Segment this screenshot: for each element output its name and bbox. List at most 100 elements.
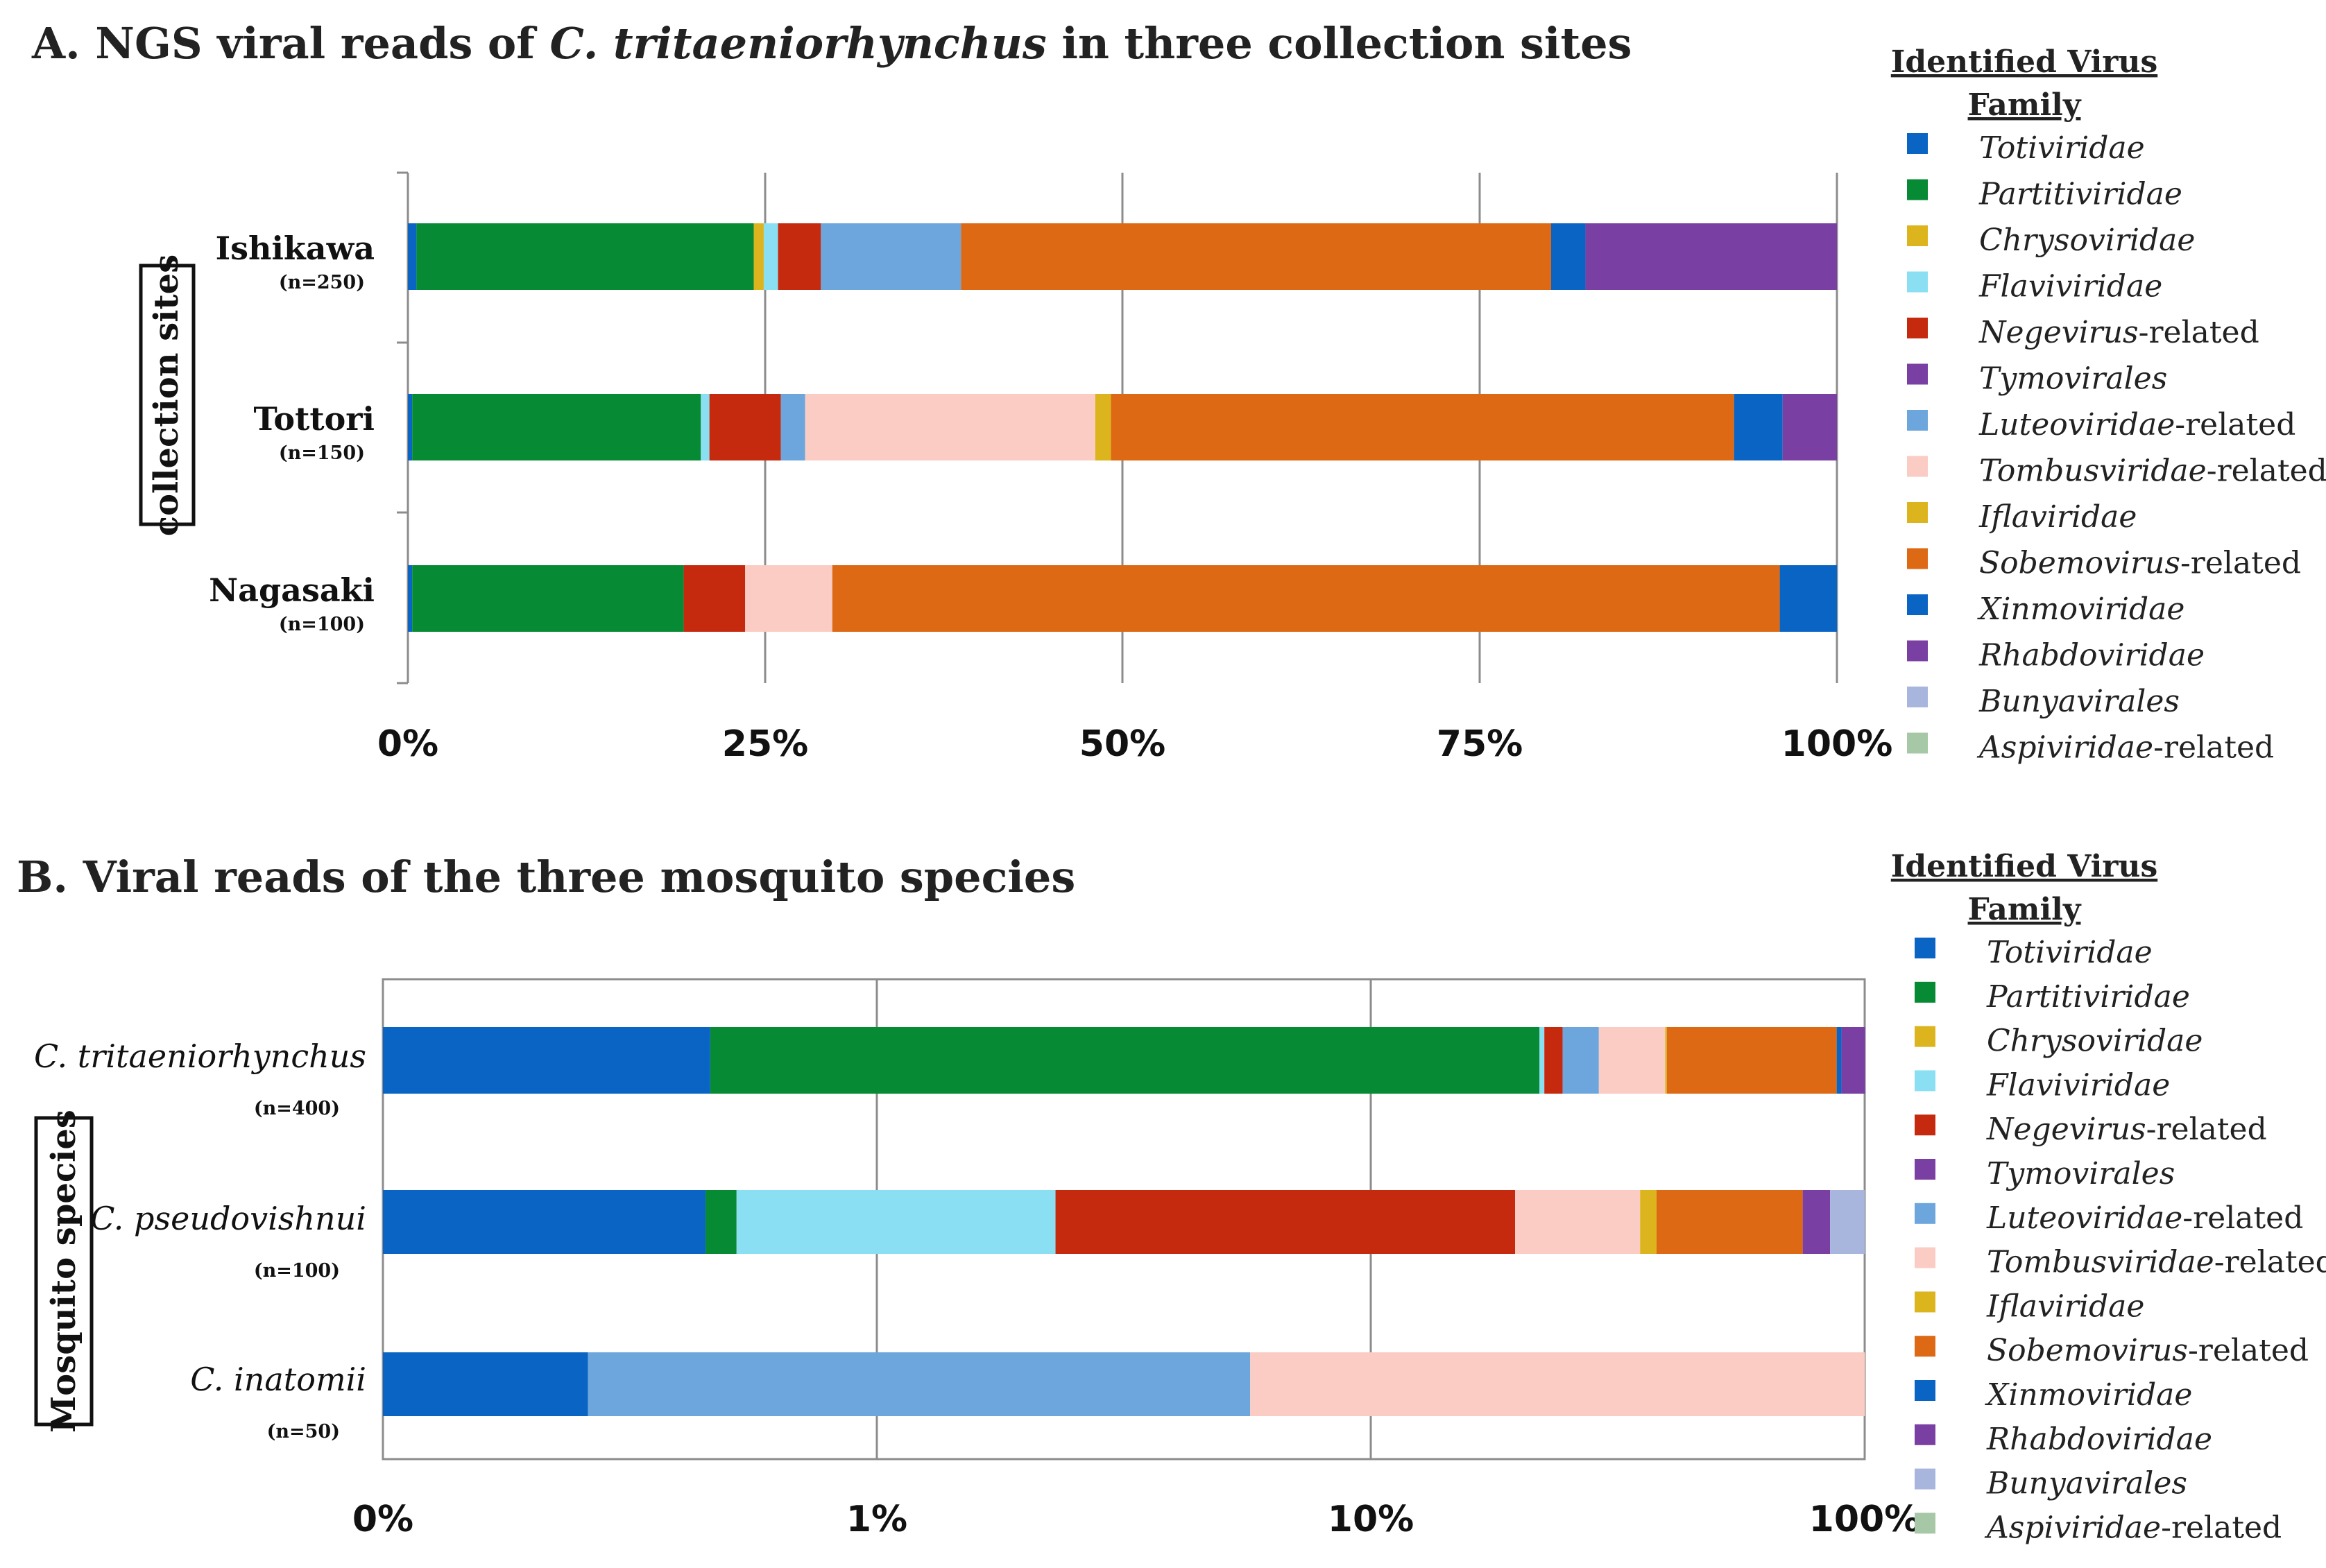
legend-item-name: Aspiviridae	[1984, 1510, 2161, 1545]
panel-a-bar-segment	[805, 394, 1095, 460]
legend-swatch	[1915, 1513, 1935, 1534]
legend-item-name: Iflaviridae	[1978, 499, 2137, 535]
legend-item-name: Chrysoviridae	[1987, 1024, 2203, 1059]
legend-swatch	[1915, 1026, 1935, 1047]
legend-item-name: Tymovirales	[1979, 361, 2167, 397]
legend-item: Tymovirales	[1987, 1156, 2175, 1191]
panel-a-bar-segment	[763, 223, 778, 290]
panel-b-bar-segment	[588, 1352, 1251, 1416]
legend-item: Bunyavirales	[1978, 684, 2180, 719]
legend-item-name: Iflaviridae	[1986, 1289, 2144, 1324]
legend-item: Bunyavirales	[1986, 1466, 2187, 1501]
legend-item-name: Flaviviridae	[1986, 1067, 2170, 1103]
panel-a-bar-segment	[709, 394, 781, 460]
panel-a-bar-segment	[745, 565, 832, 632]
panel-a-xtick-label: 75%	[1437, 723, 1523, 765]
panel-a-plot: 0% 25% 50% 75% 100% Ishikawa (n=250) Tottori (n=…	[209, 171, 1892, 765]
panel-b-bar-segment	[1539, 1027, 1545, 1094]
panel-a-yaxis-title: collection sites	[139, 255, 196, 536]
legend-item-suffix: -related	[2146, 1112, 2267, 1147]
panel-b-bar-segment	[1656, 1190, 1803, 1254]
svg-text:Mosquito species: Mosquito species	[44, 1110, 83, 1433]
panel-a-bar-segment	[832, 565, 1780, 632]
panel-a-bar-segment	[961, 223, 1551, 290]
legend-item: Tombusviridae-related	[1987, 1245, 2326, 1280]
panel-a-xtick-label: 25%	[722, 723, 808, 765]
panel-a-bar-segment	[753, 223, 764, 290]
legend-item: Partitiviridae	[1986, 979, 2190, 1015]
legend-item: Totiviridae	[1987, 935, 2153, 970]
legend-swatch	[1907, 640, 1928, 662]
panel-b-bar-segment	[1836, 1027, 1842, 1094]
legend-item: Sobemovirus-related	[1987, 1333, 2309, 1368]
legend-item: Iflaviridae	[1978, 499, 2137, 535]
panel-b-category-label: C. inatomii	[190, 1361, 366, 1398]
panel-b-bar-segment	[1250, 1352, 1865, 1416]
legend-swatch	[1907, 594, 1928, 615]
panel-b-bar-segment	[1598, 1027, 1666, 1094]
legend-title: Identified Virus	[1891, 849, 2157, 884]
legend-item-suffix: -related	[2188, 1333, 2309, 1368]
panel-a-bar-segment	[1095, 394, 1111, 460]
legend-title-line2: Family	[1968, 892, 2082, 927]
panel-a-bar-segment	[1551, 223, 1586, 290]
legend-item: Rhabdoviridae	[1986, 1422, 2212, 1457]
legend-item-name: Totiviridae	[1987, 935, 2153, 970]
panel-b-bar-segment	[1640, 1190, 1657, 1254]
legend-swatch	[1907, 548, 1928, 569]
panel-b-category-n: (n=100)	[254, 1260, 340, 1282]
legend-swatch	[1907, 133, 1928, 154]
legend-item: Negevirus-related	[1986, 1112, 2267, 1147]
legend-swatch	[1907, 179, 1928, 200]
panel-b-xtick-label: 0%	[352, 1499, 413, 1540]
legend-item: Negevirus-related	[1978, 315, 2259, 350]
legend-item: Aspiviridae-related	[1976, 730, 2274, 766]
panel-a-bar-segment	[408, 223, 417, 290]
panel-b-category-label: C. tritaeniorhynchus	[34, 1037, 366, 1075]
panel-b-bar-segment	[1830, 1190, 1865, 1254]
panel-a-bar-segment	[408, 565, 413, 632]
legend-item-suffix: -related	[2180, 546, 2301, 581]
legend-swatch	[1915, 1424, 1935, 1445]
legend-item-name: Aspiviridae	[1976, 730, 2153, 766]
panel-a-bar-segment	[1111, 394, 1734, 460]
panel-a-category-n: (n=100)	[279, 614, 365, 635]
legend-item: Chrysoviridae	[1987, 1024, 2203, 1059]
legend-swatch	[1907, 732, 1928, 754]
legend-swatch	[1915, 1380, 1935, 1401]
legend-item-name: Negevirus	[1986, 1112, 2146, 1147]
legend-swatch	[1907, 456, 1928, 477]
legend-item-suffix: -related	[2175, 407, 2295, 442]
legend-item: Sobemovirus-related	[1979, 546, 2301, 581]
panel-b-bar-segment	[383, 1352, 588, 1416]
panel-a-bar-segment	[780, 394, 805, 460]
legend-swatch	[1915, 981, 1935, 1003]
legend-title-line2: Family	[1968, 87, 2082, 123]
legend-item-name: Tymovirales	[1987, 1156, 2175, 1191]
legend-title: Identified Virus	[1891, 44, 2157, 80]
panel-a-category-label: Tottori	[253, 400, 375, 438]
legend-swatch	[1907, 363, 1928, 385]
panel-b-plot: 0% 1% 10% 100% C. tritaeniorhynchus (n=400) C.…	[34, 978, 1920, 1540]
legend-item: Partitiviridae	[1978, 177, 2182, 212]
panel-a-bar-segment	[412, 394, 701, 460]
panel-b-bar-segment	[1841, 1027, 1865, 1094]
legend-item-suffix: -related	[2214, 1245, 2326, 1280]
legend-swatch	[1907, 502, 1928, 523]
panel-b-bar-segment	[1562, 1027, 1599, 1094]
legend-item-name: Rhabdoviridae	[1978, 638, 2205, 673]
panel-a-bar-segment	[1585, 223, 1837, 290]
legend-item: Luteoviridae-related	[1978, 407, 2295, 442]
legend-item: Rhabdoviridae	[1978, 638, 2205, 673]
panel-b-yaxis-title: Mosquito species	[34, 1110, 94, 1433]
legend-swatch	[1907, 271, 1928, 293]
legend-item: Flaviviridae	[1978, 269, 2162, 304]
legend-item: Tymovirales	[1979, 361, 2167, 397]
legend-item-name: Partitiviridae	[1978, 177, 2182, 212]
legend-swatch	[1907, 687, 1928, 707]
legend-item-name: Xinmoviridae	[1977, 592, 2184, 627]
panel-a-bar-segment	[821, 223, 961, 290]
panel-a-bar-segment	[1779, 565, 1837, 632]
panel-a-bar-segment	[408, 394, 413, 460]
legend-item: Xinmoviridae	[1977, 592, 2184, 627]
